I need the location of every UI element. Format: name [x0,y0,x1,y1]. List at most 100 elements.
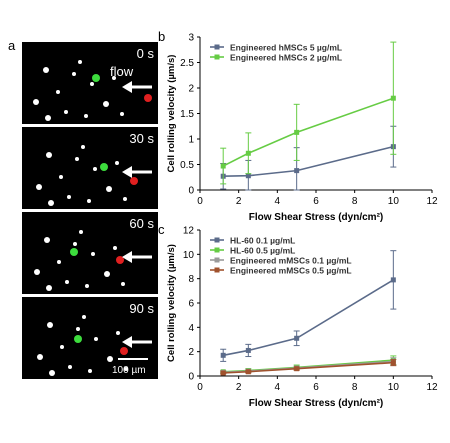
cell-dot [49,370,55,376]
cell-dot [120,112,124,116]
cell-dot [43,67,49,73]
legend-swatch-marker [214,44,220,50]
cell-dot [59,175,63,179]
x-tick-label: 0 [197,196,203,207]
cell-dot [116,331,120,335]
cell-dot [113,246,117,250]
data-point [294,366,300,372]
x-tick-label: 2 [236,382,242,393]
series-line [223,279,394,357]
legend-label: Engineered hMSCs 2 µg/mL [230,53,342,63]
data-point [245,369,251,375]
x-tick-label: 12 [426,382,438,393]
data-point [294,335,300,341]
y-tick-label: 4 [188,323,194,334]
cell-dot [104,271,110,277]
series-0 [220,125,397,191]
y-tick-label: 0 [188,372,194,383]
cell-dot [87,199,91,203]
series-line [223,145,394,178]
tracked-cell-red [116,256,124,264]
cell-dot [72,72,76,76]
x-tick-label: 0 [197,382,203,393]
panel-label: b [158,29,165,44]
x-tick-label: 10 [388,382,400,393]
cell-dot [37,354,43,360]
cell-dot [82,315,86,319]
microscopy-frame [22,127,158,209]
cell-dot [33,99,39,105]
data-point [220,370,226,376]
y-tick-label: 0.5 [180,160,194,171]
cell-dot [121,282,125,286]
cell-dot [45,115,51,121]
tracked-cell-red [144,94,152,102]
y-tick-label: 12 [183,226,195,237]
cell-dot [75,157,79,161]
frame-time-label: 0 s [137,46,155,61]
legend-label: HL-60 0.5 µg/mL [230,246,295,256]
cell-dot [68,365,72,369]
flow-arrow-head [122,166,132,178]
panel-a-microscopy: a 0 s 30 s 60 s 90 s flow 100 µm [8,38,158,379]
frame-time-label: 30 s [129,131,154,146]
data-point [245,150,251,156]
y-tick-label: 3 [188,33,194,44]
series-1 [220,41,397,185]
frame-time-label: 60 s [129,216,154,231]
y-axis-label: Cell rolling velocity (µm/s) [166,55,177,173]
series-0 [220,250,397,362]
tracked-cell-green [100,163,108,171]
cell-dot [106,186,112,192]
cell-dot [78,60,82,64]
cell-dot [90,82,94,86]
cell-dot [64,110,68,114]
x-tick-label: 4 [275,196,281,207]
y-tick-label: 1.5 [180,109,194,120]
cell-dot [60,345,64,349]
data-point [390,277,396,283]
cell-dot [85,284,89,288]
microscopy-frame [22,42,158,124]
cell-dot [123,197,127,201]
data-point [220,352,226,358]
cell-dot [34,269,40,275]
x-axis-label: Flow Shear Stress (dyn/cm²) [249,212,383,223]
legend-label: Engineered mMSCs 0.5 µg/mL [230,266,352,276]
cell-dot [44,237,50,243]
cell-dot [91,252,95,256]
flow-arrow-head [122,81,132,93]
frame-time-label: 90 s [129,301,154,316]
tracked-cell-red [120,347,128,355]
tracked-cell-red [130,177,138,185]
legend-label: Engineered hMSCs 5 µg/mL [230,43,342,53]
chart-c: c 0 2 4 6 8 10 12 0 2 4 6 8 10 12 Flow Shear Stress (dy… [158,222,438,409]
cell-dot [115,161,119,165]
series-line [223,361,394,374]
cell-dot [76,327,80,331]
microscopy-frame [22,297,158,379]
legend-swatch-marker [214,257,220,263]
x-tick-label: 6 [313,382,319,393]
scale-bar-label: 100 µm [112,365,146,376]
x-tick-label: 2 [236,196,242,207]
data-point [245,347,251,353]
y-tick-label: 2 [188,347,194,358]
cell-dot [107,356,113,362]
legend-swatch-marker [214,54,220,60]
series-line [222,97,394,167]
cell-dot [57,260,61,264]
x-tick-label: 8 [352,382,358,393]
cell-dot [81,145,85,149]
tracked-cell-green [74,335,82,343]
cell-dot [46,285,52,291]
legend-swatch-marker [214,237,220,243]
flow-label: flow [110,64,134,79]
legend-swatch-marker [214,247,220,253]
legend-label: HL-60 0.1 µg/mL [230,236,295,246]
cell-dot [73,242,77,246]
x-tick-label: 10 [388,196,400,207]
cell-dot [46,152,52,158]
cell-dot [103,101,109,107]
data-point [390,95,396,101]
